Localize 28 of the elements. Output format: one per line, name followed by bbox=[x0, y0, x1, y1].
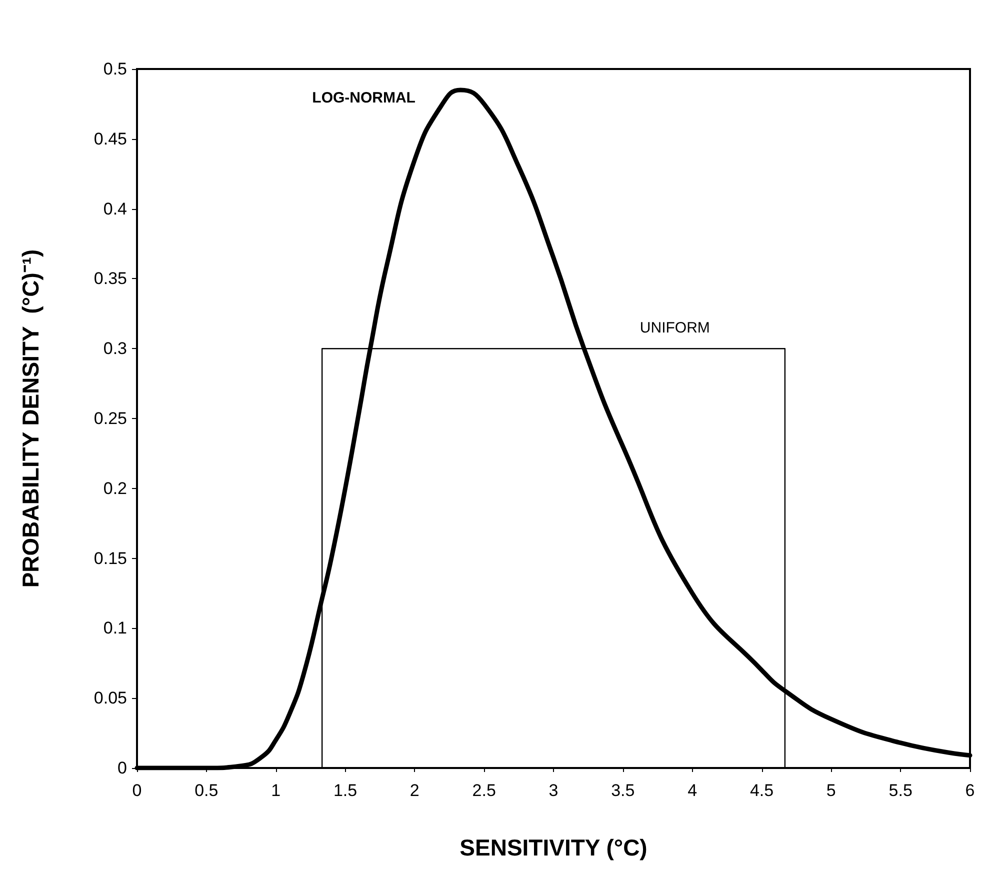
y-tick-label: 0.15 bbox=[94, 548, 127, 568]
y-tick-label: 0.2 bbox=[103, 478, 127, 498]
x-tick-label: 5 bbox=[826, 781, 836, 800]
x-tick-label: 0.5 bbox=[194, 781, 218, 800]
x-tick-label: 3.5 bbox=[611, 781, 635, 800]
y-tick-label: 0.35 bbox=[94, 269, 127, 288]
x-tick-label: 4 bbox=[688, 781, 698, 800]
x-tick-label: 4.5 bbox=[750, 781, 774, 800]
y-axis-title: PROBABILITY DENSITY (°C)⁻¹) bbox=[18, 249, 44, 588]
series-label: UNIFORM bbox=[640, 320, 710, 337]
y-tick-label: 0.45 bbox=[94, 129, 127, 148]
y-tick-label: 0.05 bbox=[94, 688, 127, 708]
y-tick-label: 0.5 bbox=[103, 60, 127, 78]
x-tick-label: 1 bbox=[271, 781, 281, 800]
x-tick-label: 3 bbox=[548, 781, 558, 800]
y-tick-label: 0.4 bbox=[103, 199, 127, 218]
y-tick-label: 0.1 bbox=[103, 618, 127, 638]
series-label: LOG-NORMAL bbox=[312, 89, 416, 106]
x-tick-label: 0 bbox=[132, 781, 142, 800]
x-tick-label: 2.5 bbox=[472, 781, 496, 800]
y-tick-label: 0.25 bbox=[94, 409, 127, 428]
x-tick-label: 6 bbox=[965, 781, 975, 800]
x-tick-label: 2 bbox=[410, 781, 420, 800]
x-tick-label: 1.5 bbox=[333, 781, 358, 800]
y-tick-label: 0 bbox=[118, 758, 127, 778]
x-tick-label: 5.5 bbox=[888, 781, 912, 800]
x-axis-title: SENSITIVITY (°C) bbox=[460, 834, 648, 860]
y-tick-label: 0.3 bbox=[103, 339, 127, 358]
